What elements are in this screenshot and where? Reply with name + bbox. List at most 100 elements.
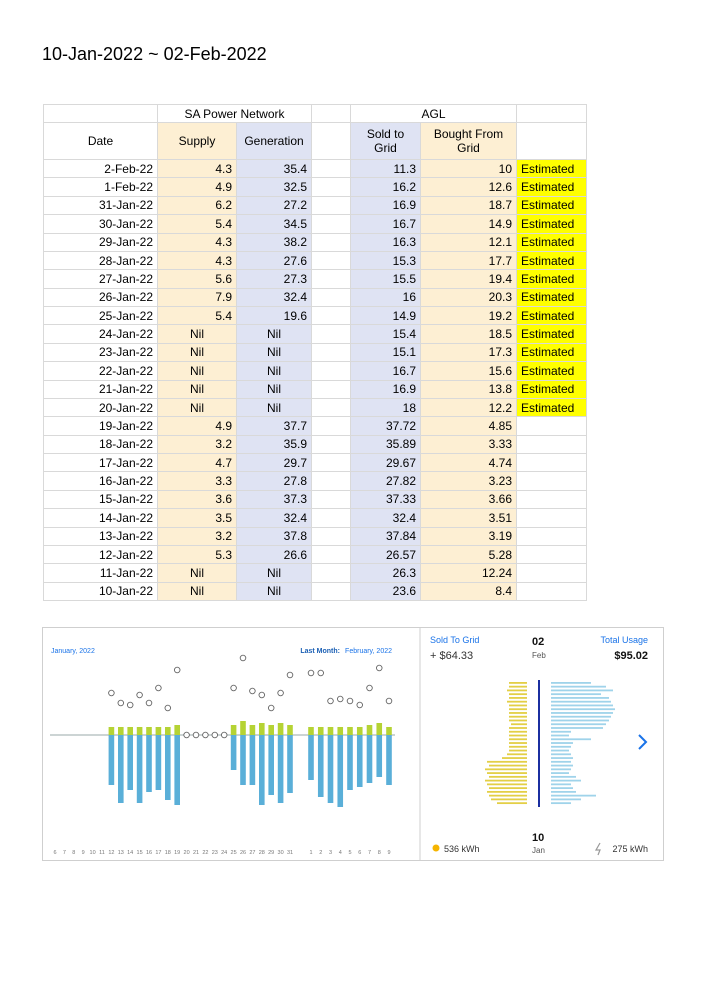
- bought-cell: 8.4: [420, 581, 517, 601]
- generation-cell: 19.6: [236, 306, 312, 326]
- bought-cell: 3.66: [420, 489, 517, 510]
- supply-cell: Nil: [157, 581, 237, 601]
- usage-bar: [317, 735, 324, 797]
- next-chevron[interactable]: [638, 734, 648, 750]
- day-label: 10: [90, 850, 96, 856]
- usage-row: [551, 783, 571, 786]
- export-dot: [356, 701, 364, 709]
- export-dot: [385, 697, 393, 705]
- supply-cell: 5.3: [157, 544, 237, 565]
- note-cell: Estimated: [516, 379, 587, 399]
- solar-row: [509, 738, 527, 741]
- usage-row: [551, 712, 613, 714]
- generation-cell: 37.3: [236, 489, 312, 510]
- supply-cell: 5.4: [157, 214, 237, 234]
- solar-bar: [118, 727, 124, 735]
- bought-cell: 18.7: [420, 195, 517, 216]
- date-cell: 30-Jan-22: [43, 214, 158, 234]
- blank-cell: [516, 453, 587, 473]
- usage-bar: [356, 735, 363, 787]
- supply-cell: 3.3: [157, 471, 237, 491]
- usage-label: Total Usage: [600, 635, 648, 645]
- usage-row: [551, 749, 569, 752]
- column-header: Bought From Grid: [420, 122, 517, 160]
- solar-bar: [287, 725, 293, 735]
- blank-cell: [311, 195, 351, 216]
- solar-bar: [127, 727, 133, 735]
- blank-cell: [516, 581, 587, 601]
- solar-bar: [146, 727, 152, 735]
- export-dot: [327, 697, 334, 705]
- screenshot-frame: [42, 627, 664, 861]
- usage-bar: [240, 735, 246, 785]
- usage-bar: [174, 735, 180, 805]
- usage-row: [551, 682, 591, 684]
- bought-cell: 13.8: [420, 379, 517, 399]
- solar-row: [509, 693, 527, 696]
- blank-cell: [516, 526, 587, 546]
- blank-cell: [311, 508, 351, 528]
- export-dot: [337, 695, 344, 703]
- blank-cell: [311, 250, 351, 271]
- generation-cell: 35.9: [236, 434, 312, 454]
- export-dot: [155, 684, 162, 692]
- last-month: February, 2022: [345, 648, 392, 655]
- usage-row: [551, 727, 603, 729]
- export-dot: [173, 666, 181, 674]
- usage-amount: $95.02: [614, 650, 648, 662]
- top-month: Feb: [532, 651, 546, 660]
- note-cell: Estimated: [516, 397, 587, 418]
- solar-row: [509, 712, 527, 714]
- blank-cell: [311, 489, 351, 510]
- sold-amount: + $64.33: [430, 650, 473, 662]
- day-label: 9: [387, 850, 390, 856]
- blank-cell: [311, 287, 351, 307]
- solar-bar: [356, 727, 363, 735]
- usage-bar: [347, 735, 353, 790]
- column-header: Generation: [236, 122, 312, 160]
- solar-bar: [230, 725, 237, 735]
- day-label: 11: [99, 850, 105, 856]
- usage-bar: [337, 735, 344, 807]
- usage-row: [551, 794, 596, 797]
- supply-cell: 3.6: [157, 489, 237, 510]
- bought-cell: 18.5: [420, 324, 517, 344]
- usage-row: [551, 775, 576, 778]
- export-dot: [317, 669, 325, 677]
- day-label: 4: [339, 850, 342, 856]
- solar-row: [509, 730, 527, 733]
- blank-cell: [516, 434, 587, 454]
- usage-row: [551, 772, 569, 774]
- supply-cell: 5.4: [157, 306, 237, 326]
- bought-cell: 12.24: [420, 563, 517, 583]
- sold-cell: 15.5: [350, 269, 421, 289]
- day-label: 9: [82, 850, 85, 856]
- generation-cell: 27.3: [236, 269, 312, 289]
- usage-row: [551, 764, 573, 767]
- blank-cell: [311, 269, 351, 289]
- day-label: 17: [155, 850, 161, 856]
- usage-row: [551, 700, 611, 703]
- day-label: 18: [165, 850, 171, 856]
- day-label: 3: [329, 850, 332, 856]
- export-dot: [346, 697, 354, 705]
- day-label: 5: [348, 850, 351, 856]
- date-cell: 29-Jan-22: [43, 232, 158, 252]
- note-cell: Estimated: [516, 159, 587, 179]
- day-label: 6: [358, 850, 361, 856]
- usage-row: [551, 757, 573, 759]
- solar-row: [507, 689, 527, 692]
- usage-row: [551, 742, 573, 744]
- usage-row: [551, 730, 571, 733]
- sold-cell: 18: [350, 397, 421, 418]
- solar-row: [489, 787, 527, 790]
- generation-cell: 27.6: [236, 250, 312, 271]
- solar-bar: [277, 723, 284, 735]
- solar-bar: [174, 725, 180, 735]
- usage-row: [551, 768, 571, 771]
- generation-cell: Nil: [236, 379, 312, 399]
- supply-cell: 3.2: [157, 434, 237, 454]
- usage-bar: [327, 735, 334, 803]
- blank-cell: [516, 508, 587, 528]
- date-cell: 10-Jan-22: [43, 581, 158, 601]
